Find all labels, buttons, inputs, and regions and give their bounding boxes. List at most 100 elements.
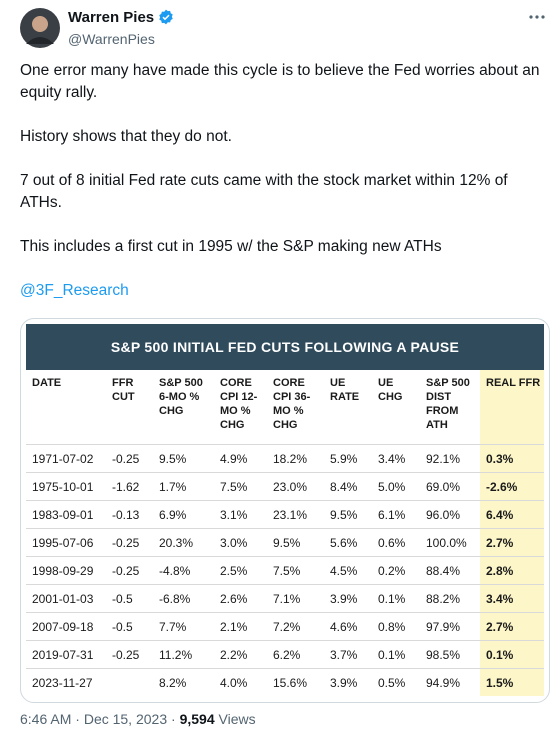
- table-cell: 2007-09-18: [26, 612, 106, 641]
- table-cell: 3.0%: [214, 528, 267, 557]
- table-cell: 1.5%: [480, 668, 544, 696]
- paragraph: 7 out of 8 initial Fed rate cuts came wi…: [20, 172, 508, 211]
- table-cell: 4.5%: [324, 556, 372, 585]
- table-cell: 94.9%: [420, 668, 480, 696]
- table-cell: 0.2%: [372, 556, 420, 585]
- table-cell: 1983-09-01: [26, 500, 106, 529]
- table-cell: 15.6%: [267, 668, 324, 696]
- table-cell: 0.6%: [372, 528, 420, 557]
- table-cell: 2.8%: [480, 556, 544, 585]
- column-header: CORE CPI 12-MO % CHG: [220, 377, 258, 431]
- table-cell: 8.4%: [324, 472, 372, 501]
- table-cell: 3.9%: [324, 584, 372, 613]
- data-table: DATE FFR CUT S&P 500 6-MO % CHG CORE CPI 12…: [26, 370, 544, 696]
- table-cell: 4.9%: [214, 444, 267, 473]
- column-header: UE RATE: [330, 377, 360, 403]
- table-cell: 1971-07-02: [26, 444, 106, 473]
- table-row: 1971-07-02 -0.25 9.5% 4.9% 18.2% 5.9% 3.4% 92.1…: [26, 444, 544, 473]
- table-cell: 6.1%: [372, 500, 420, 529]
- table-cell: 2.2%: [214, 640, 267, 669]
- table-cell: 0.1%: [480, 640, 544, 669]
- table-cell: -0.5: [106, 584, 153, 613]
- column-header: REAL FFR: [480, 370, 544, 445]
- table-cell: 2019-07-31: [26, 640, 106, 669]
- column-header: S&P 500 6-MO % CHG: [159, 377, 203, 417]
- avatar[interactable]: [20, 8, 60, 48]
- author-name[interactable]: Warren Pies: [68, 9, 174, 26]
- table-cell: 1995-07-06: [26, 528, 106, 557]
- table-cell: 9.5%: [324, 500, 372, 529]
- tweet-footer: 6:46 AM · Dec 15, 2023 · 9,594 Views: [20, 711, 256, 727]
- author-handle[interactable]: @WarrenPies: [68, 31, 155, 47]
- table-row: 1995-07-06 -0.25 20.3% 3.0% 9.5% 5.6% 0.6% 100.…: [26, 528, 544, 557]
- table-cell: -0.25: [106, 528, 153, 557]
- table-cell: 2.7%: [480, 612, 544, 641]
- table-row: 2001-01-03 -0.5 -6.8% 2.6% 7.1% 3.9% 0.1% 88.2%…: [26, 584, 544, 613]
- table-cell: 2023-11-27: [26, 668, 106, 696]
- column-header: S&P 500 DIST FROM ATH: [426, 377, 470, 431]
- table-cell: 0.1%: [372, 584, 420, 613]
- table-cell: 23.1%: [267, 500, 324, 529]
- table-cell: 0.3%: [480, 444, 544, 473]
- table-cell: -0.25: [106, 556, 153, 585]
- table-title: S&P 500 INITIAL FED CUTS FOLLOWING A PAU…: [26, 324, 544, 370]
- table-row: 2019-07-31 -0.25 11.2% 2.2% 6.2% 3.7% 0.1% 98.5…: [26, 640, 544, 669]
- paragraph: This includes a first cut in 1995 w/ the…: [20, 238, 442, 255]
- table-cell: 5.0%: [372, 472, 420, 501]
- table-cell: 9.5%: [267, 528, 324, 557]
- table-cell: 3.4%: [372, 444, 420, 473]
- table-cell: 18.2%: [267, 444, 324, 473]
- table-cell: 0.5%: [372, 668, 420, 696]
- author-name-text[interactable]: Warren Pies: [68, 9, 155, 26]
- more-menu[interactable]: [528, 14, 546, 20]
- table-cell: 8.2%: [153, 668, 214, 696]
- table-cell: 88.2%: [420, 584, 480, 613]
- table-cell: 2001-01-03: [26, 584, 106, 613]
- views-label: Views: [218, 711, 256, 727]
- tweet-text: One error many have made this cycle is t…: [20, 60, 545, 324]
- table-cell: 20.3%: [153, 528, 214, 557]
- date[interactable]: Dec 15, 2023: [83, 711, 168, 727]
- table-cell: 7.7%: [153, 612, 214, 641]
- table-cell: 9.5%: [153, 444, 214, 473]
- table-body: 1971-07-02 -0.25 9.5% 4.9% 18.2% 5.9% 3.4% 92.1…: [26, 444, 544, 696]
- table-cell: 23.0%: [267, 472, 324, 501]
- table-cell: -0.5: [106, 612, 153, 641]
- paragraph: @3F_Research: [20, 280, 545, 302]
- table-cell: 2.7%: [480, 528, 544, 557]
- table-cell: 11.2%: [153, 640, 214, 669]
- views-count: 9,594: [179, 711, 215, 727]
- table-cell: -6.8%: [153, 584, 214, 613]
- table-cell: 7.5%: [214, 472, 267, 501]
- table-cell: 1975-10-01: [26, 472, 106, 501]
- table-cell: 7.2%: [267, 612, 324, 641]
- table-cell: 97.9%: [420, 612, 480, 641]
- column-header: DATE: [32, 377, 62, 389]
- table-row: 1975-10-01 -1.62 1.7% 7.5% 23.0% 8.4% 5.0% 69.0…: [26, 472, 544, 501]
- table-cell: 6.9%: [153, 500, 214, 529]
- table-row: 2023-11-27 8.2% 4.0% 15.6% 3.9% 0.5% 94.9% 1.5%: [26, 668, 544, 696]
- table-cell: -4.8%: [153, 556, 214, 585]
- table-cell: 6.2%: [267, 640, 324, 669]
- table-cell: -0.25: [106, 444, 153, 473]
- table-cell: -2.6%: [480, 472, 544, 501]
- table-cell: 92.1%: [420, 444, 480, 473]
- table-cell: 4.6%: [324, 612, 372, 641]
- table-cell: 0.8%: [372, 612, 420, 641]
- table-cell: 1.7%: [153, 472, 214, 501]
- table-cell: 98.5%: [420, 640, 480, 669]
- column-header: FFR CUT: [112, 377, 135, 403]
- table-cell: 7.1%: [267, 584, 324, 613]
- table-row: 1998-09-29 -0.25 -4.8% 2.5% 7.5% 4.5% 0.2% 88.4…: [26, 556, 544, 585]
- table-cell: 96.0%: [420, 500, 480, 529]
- table-cell: 0.1%: [372, 640, 420, 669]
- time[interactable]: 6:46 AM: [20, 711, 72, 727]
- table-row: 1983-09-01 -0.13 6.9% 3.1% 23.1% 9.5% 6.1% 96.0…: [26, 500, 544, 529]
- table-cell: 2.6%: [214, 584, 267, 613]
- table-cell: 3.9%: [324, 668, 372, 696]
- table-cell: 5.6%: [324, 528, 372, 557]
- table-cell: -0.13: [106, 500, 153, 529]
- column-header: UE CHG: [378, 377, 403, 403]
- column-header: CORE CPI 36-MO % CHG: [273, 377, 311, 431]
- link[interactable]: @3F_Research: [20, 282, 129, 299]
